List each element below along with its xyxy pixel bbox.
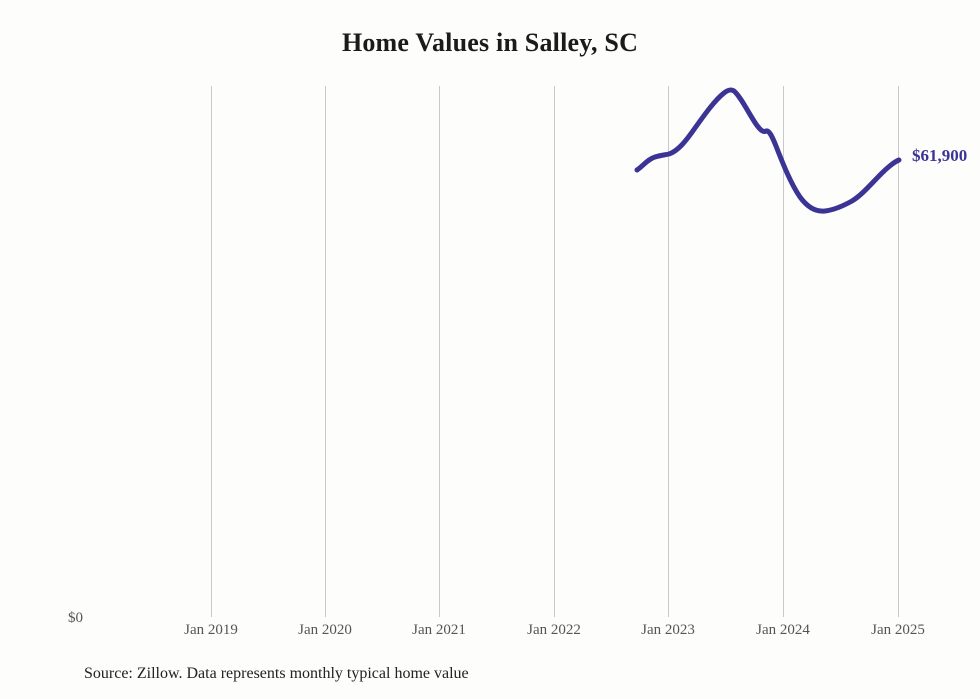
xtick-label-jan-2026: Jan 2026 bbox=[952, 622, 980, 639]
xtick-label-jan-2023: Jan 2023 bbox=[641, 622, 695, 638]
xtick-label-jan-2024: Jan 2024 bbox=[756, 622, 810, 638]
gridline-jan-2023 bbox=[668, 86, 669, 617]
gridline-jan-2025 bbox=[898, 86, 899, 617]
gridline-jan-2020 bbox=[325, 86, 326, 617]
gridline-jan-2019 bbox=[211, 86, 212, 617]
xtick-label-jan-2020: Jan 2020 bbox=[298, 622, 352, 638]
xtick-label-jan-2022: Jan 2022 bbox=[527, 622, 581, 638]
xtick-label-jan-2021: Jan 2021 bbox=[412, 622, 466, 638]
chart-title: Home Values in Salley, SC bbox=[341, 28, 639, 57]
latest-value-callout: $61,900 bbox=[912, 146, 968, 165]
xtick-label-jan-2025: Jan 2025 bbox=[871, 622, 925, 638]
gridline-jan-2022 bbox=[554, 86, 555, 617]
gridline-jan-2021 bbox=[439, 86, 440, 617]
xtick-label-jan-2019: Jan 2019 bbox=[184, 622, 238, 638]
home-value-line bbox=[634, 87, 902, 214]
source-note: Source: Zillow. Data represents monthly … bbox=[84, 665, 469, 682]
gridline-jan-2024 bbox=[783, 86, 784, 617]
ytick-label-zero: $0 bbox=[68, 610, 83, 626]
